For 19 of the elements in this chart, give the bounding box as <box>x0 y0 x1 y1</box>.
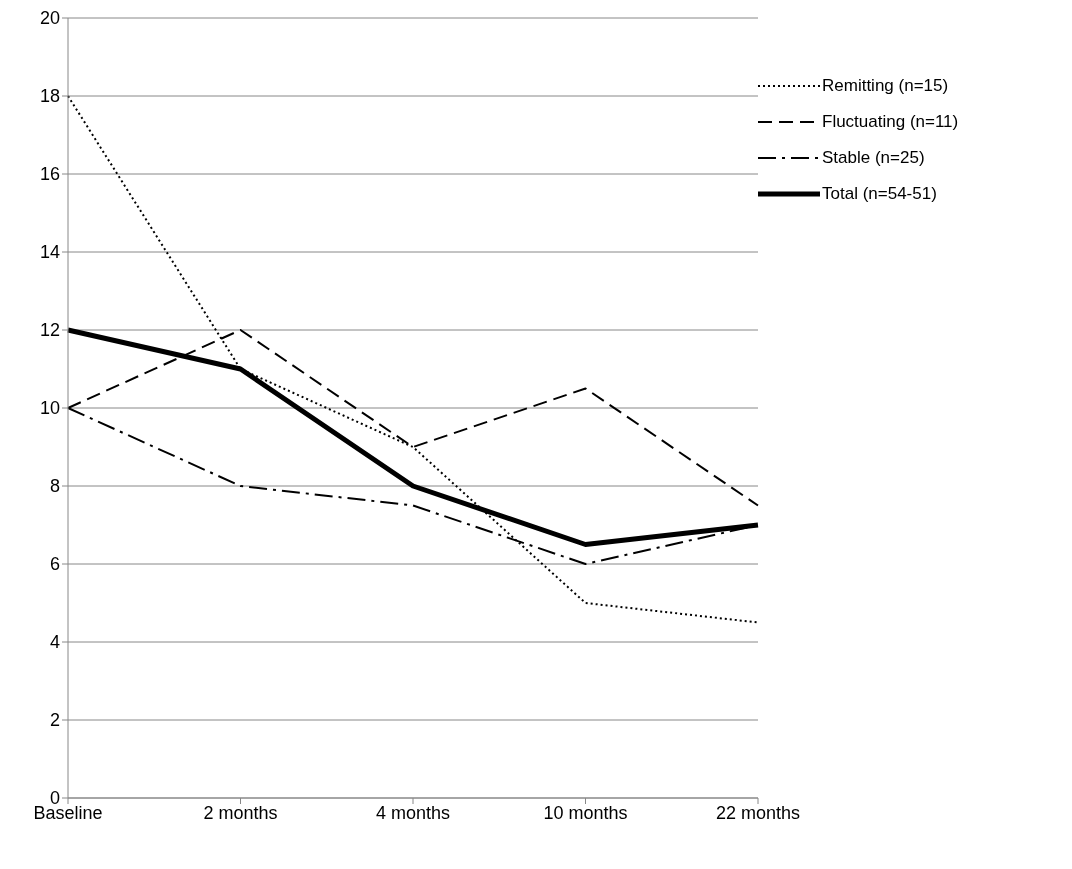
x-tick-label: 2 months <box>203 802 278 823</box>
legend-label: Fluctuating (n=11) <box>822 112 959 132</box>
legend-label: Total (n=54-51) <box>822 184 937 204</box>
y-tick-label: 6 <box>49 554 60 575</box>
y-tick-label: 0 <box>49 788 60 809</box>
y-tick-label: 12 <box>39 320 60 341</box>
legend-label: Stable (n=25) <box>822 148 925 168</box>
x-tick-label: 10 months <box>543 802 628 823</box>
y-tick-label: 18 <box>39 86 60 107</box>
y-tick-label: 10 <box>39 398 60 419</box>
x-tick-label: 22 months <box>715 802 801 823</box>
y-tick-label: 4 <box>49 632 60 653</box>
legend-label: Remitting (n=15) <box>822 76 949 96</box>
x-tick-label: 4 months <box>375 802 451 823</box>
y-tick-label: 8 <box>49 476 60 497</box>
y-tick-label: 14 <box>39 242 60 263</box>
y-tick-label: 20 <box>39 8 60 29</box>
y-tick-label: 16 <box>39 164 60 185</box>
y-tick-label: 2 <box>49 710 60 731</box>
